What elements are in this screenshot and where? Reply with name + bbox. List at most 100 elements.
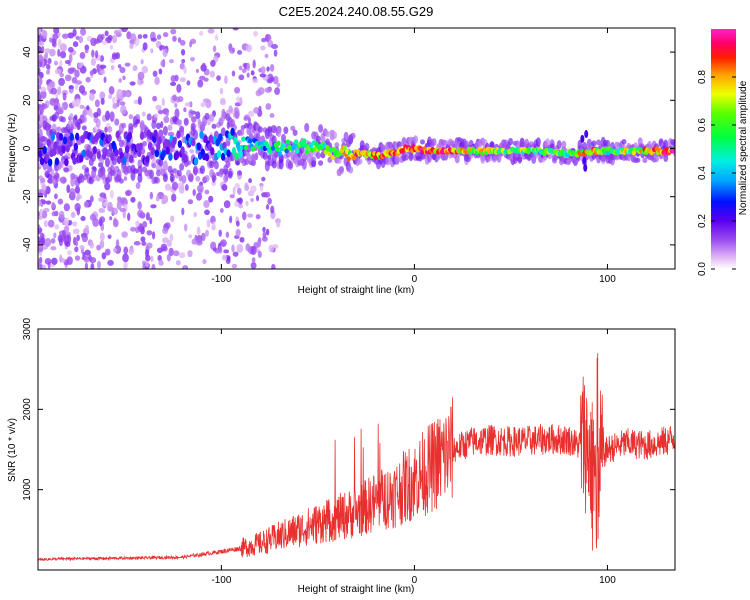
spectrogram-noise-mark	[63, 203, 70, 212]
spectrogram-halo-mark	[204, 174, 210, 183]
spectrogram-noise-mark	[38, 224, 41, 229]
spectrogram-noise-mark	[250, 197, 254, 203]
spectrogram-noise-mark	[94, 99, 100, 108]
spectrogram-noise-mark	[206, 219, 211, 228]
spectrogram-noise-mark	[186, 80, 191, 86]
spectrogram-noise-mark	[108, 94, 113, 100]
spectrogram-ridge-mark	[139, 131, 145, 140]
spectrogram-noise-mark	[255, 214, 261, 220]
spectrogram-noise-mark	[232, 251, 239, 257]
spectrogram-halo-mark	[155, 122, 161, 130]
spectrogram-noise-mark	[57, 234, 63, 243]
spectrogram-noise-mark	[272, 75, 279, 85]
spectrogram-noise-mark	[203, 200, 210, 209]
spectrogram-noise-mark	[96, 34, 103, 43]
spectrogram-noise-mark	[162, 32, 169, 38]
spectrogram-ridge-mark	[265, 143, 270, 149]
spectrogram-noise-mark	[154, 113, 158, 118]
spectrogram-ridge-mark	[62, 136, 68, 145]
spectrogram-halo-mark	[246, 153, 252, 163]
spectrogram-noise-mark	[170, 75, 177, 83]
spectrogram-noise-mark	[246, 222, 252, 229]
spectrogram-noise-mark	[57, 86, 62, 95]
spectrogram-noise-mark	[199, 30, 204, 36]
spectrogram-halo-mark	[209, 160, 215, 169]
spectrogram-noise-mark	[79, 52, 86, 60]
spectrogram-noise-mark	[72, 28, 77, 37]
spectrogram-noise-mark	[208, 195, 214, 203]
spectrogram-noise-mark	[103, 201, 109, 207]
spectrogram-halo-mark	[116, 169, 122, 181]
spectrogram-noise-mark	[44, 48, 51, 54]
spectrogram-noise-mark	[113, 29, 121, 35]
spectrogram-halo-mark	[318, 124, 324, 133]
y-tick-label: 0	[22, 145, 33, 151]
spectrogram-noise-mark	[193, 212, 197, 218]
spectrogram-halo-mark	[487, 155, 493, 162]
spectrogram-noise-mark	[42, 29, 48, 39]
spectrogram-noise-mark	[104, 182, 111, 191]
spectrogram-noise-mark	[237, 50, 243, 55]
spectrogram-noise-mark	[109, 189, 114, 199]
spectrogram-halo-mark	[130, 164, 136, 173]
spectrogram-halo-mark	[104, 157, 110, 168]
spectrogram-noise-mark	[257, 239, 261, 248]
spectrogram-noise-mark	[154, 76, 160, 86]
spectrogram-noise-mark	[157, 255, 162, 262]
spectrogram-noise-mark	[68, 53, 73, 63]
spectrogram-noise-mark	[160, 59, 166, 67]
spectrogram-ridge-mark	[230, 127, 235, 136]
spectrogram-halo-mark	[146, 113, 152, 121]
spectrogram-noise-mark	[89, 195, 94, 203]
spectrogram-noise-mark	[172, 35, 177, 42]
spectrogram-noise-mark	[250, 262, 257, 269]
spectrogram-noise-mark	[72, 228, 80, 235]
spectrogram-noise-mark	[50, 87, 57, 95]
spectrogram-halo-mark	[331, 131, 337, 139]
snr-marks	[38, 353, 675, 562]
spectrogram-ridge-mark	[177, 140, 183, 149]
spectrogram-noise-mark	[63, 167, 70, 173]
spectrogram-halo-mark	[248, 125, 254, 136]
spectrogram-noise-mark	[38, 192, 44, 198]
spectrogram-noise-mark	[51, 201, 55, 210]
spectrogram-halo-mark	[179, 163, 185, 171]
spectrogram-ridge-mark	[277, 151, 283, 157]
spectrogram-halo-mark	[56, 126, 62, 132]
spectrogram-halo-mark	[114, 118, 120, 126]
spectrogram-noise-mark	[117, 196, 122, 203]
spectrogram-noise-mark	[51, 257, 58, 265]
spectrogram-noise-mark	[94, 50, 99, 59]
spectrogram-noise-mark	[54, 97, 59, 106]
spectrogram-noise-mark	[202, 259, 207, 265]
spectrogram-noise-mark	[236, 96, 241, 102]
spectrogram-noise-mark	[265, 103, 272, 110]
spectrogram-halo-mark	[38, 128, 43, 139]
spectrogram-ridge-mark	[88, 151, 93, 160]
spectrogram-noise-mark	[183, 66, 187, 74]
spectrogram-noise-mark	[74, 69, 80, 78]
spectrogram-ridge-mark	[191, 138, 196, 147]
spectrogram-noise-mark	[231, 70, 236, 77]
spectrogram-halo-mark	[153, 176, 159, 184]
spectrogram-noise-mark	[68, 85, 74, 90]
spectrogram-ridge-mark	[168, 152, 173, 161]
spectrogram-noise-mark	[129, 43, 134, 49]
spectrogram-noise-mark	[111, 53, 118, 60]
spectrogram-noise-mark	[162, 227, 169, 235]
spectrogram-noise-mark	[61, 102, 66, 108]
spectrogram-noise-mark	[155, 195, 160, 202]
spectrogram-ridge-mark	[150, 147, 156, 156]
spectrogram-noise-mark	[67, 249, 72, 256]
x-tick-label: -100	[211, 575, 231, 586]
spectrogram-noise-mark	[188, 234, 193, 239]
spectrogram-ridge-mark	[138, 142, 143, 151]
spectrogram-noise-mark	[49, 97, 57, 106]
spectrogram-noise-mark	[89, 257, 97, 264]
spectrogram-noise-mark	[151, 96, 158, 102]
spectrogram-xlabel: Height of straight line (km)	[298, 285, 415, 296]
spectrogram-halo-mark	[123, 165, 129, 176]
spectrogram-noise-mark	[74, 255, 81, 261]
spectrogram-noise-mark	[158, 45, 166, 50]
